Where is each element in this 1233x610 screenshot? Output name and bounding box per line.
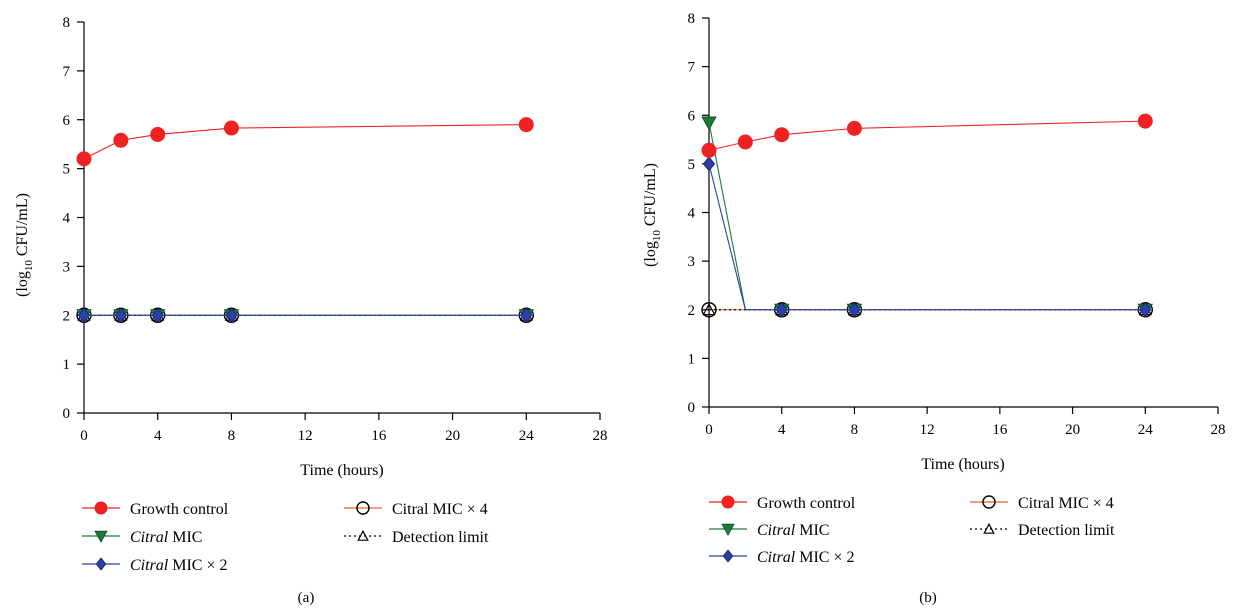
legend-a-citral-mic-x2-label: Citral MIC × 2 — [130, 557, 227, 574]
legend-b-growth-control-marker — [721, 495, 735, 509]
panel-b-growth-control-point — [1137, 113, 1153, 129]
panel-a-y-tick-label: 7 — [63, 64, 71, 80]
panel-a-series-citral-mic — [76, 309, 534, 324]
panel-a-series-growth-control — [76, 117, 534, 167]
panel-b-y-tick-label: 5 — [688, 157, 696, 173]
panel-a-y-tick-label: 0 — [63, 406, 71, 422]
legend-b-citral-mic-x4-label: Citral MIC × 4 — [1018, 495, 1114, 512]
legend-b-citral-mic-x2-marker — [722, 549, 734, 563]
panel-b-growth-control-point — [701, 142, 717, 158]
panel-b-y-tick-label: 6 — [688, 108, 696, 124]
panel-a-growth-control-line — [83, 124, 527, 160]
panel-a-y-tick-label: 8 — [63, 15, 71, 31]
panel-b-y-tick-label: 4 — [688, 206, 696, 222]
panel-a-citral-mic-x2-point — [77, 307, 91, 323]
panel-b-ylabel-subscript: 10 — [651, 230, 663, 242]
legend-b-detection-limit-marker — [983, 522, 995, 534]
panel-a-y-tick-label: 4 — [63, 211, 71, 227]
legend-b-citral-mic-marker — [721, 523, 735, 536]
legend-a-growth-control-marker — [94, 501, 108, 515]
panel-a-x-tick-label: 8 — [228, 428, 236, 444]
legend-b-citral-mic-x4-marker — [982, 495, 996, 509]
panel-b-y-tick-label: 0 — [688, 400, 696, 416]
panel-b-citral-mic-x2-point — [702, 156, 716, 172]
panel-b-growth-control-point — [774, 127, 790, 143]
legend-b-citral-mic-label: Citral MIC — [757, 522, 829, 539]
panel-a-x-tick-label: 4 — [154, 428, 162, 444]
panel-b-citral-mic-point — [701, 116, 717, 131]
panel-a-x-tick-label: 28 — [593, 428, 608, 444]
panel-a-y-tick-label: 6 — [63, 113, 71, 129]
panel-b-x-tick-label: 16 — [992, 422, 1008, 438]
panel-a-citral-mic-x2-point — [225, 307, 238, 323]
panel-b-y-tick-label: 8 — [688, 11, 696, 27]
legend-a-growth-control-label: Growth control — [130, 501, 229, 518]
panel-a-x-tick-label: 0 — [80, 428, 88, 444]
panel-a-citral-mic-x2-point — [114, 307, 127, 323]
panel-a-citral-mic-x2-point — [520, 307, 533, 323]
panel-a-y-tick-label: 1 — [63, 357, 71, 373]
panel-a-x-tick-label: 20 — [445, 428, 460, 444]
panel-b-citral-mic-x2-line — [708, 163, 1146, 311]
panel-b-citral-mic-x2-point — [1139, 302, 1152, 318]
panel-b-series-citral-mic-x2 — [702, 156, 1152, 318]
panel-a-chart: Time (hours) (log10 CFU/mL) (a) 0 4 8 12 16 2… — [14, 15, 608, 606]
panel-b-x-tick-label: 28 — [1211, 422, 1226, 438]
panel-a-legend: Growth control Citral MIC Citral MIC × 2… — [82, 501, 489, 574]
panel-a-x-tick-label: 16 — [371, 428, 387, 444]
panel-a-x-tick-label: 12 — [298, 428, 313, 444]
legend-b-citral-mic-x2-label: Citral MIC × 2 — [757, 549, 854, 566]
panel-b-y-tick-label: 2 — [688, 303, 696, 319]
panel-b-xlabel: Time (hours) — [921, 456, 1004, 473]
panel-a-ylabel-subscript: 10 — [23, 260, 35, 272]
panel-b-series-citral-mic — [701, 116, 1153, 318]
panel-b-y-tick-label: 1 — [688, 351, 696, 367]
legend-a-citral-mic-marker — [94, 530, 108, 543]
panel-a-y-tick-label: 2 — [63, 308, 71, 324]
legend-a-detection-limit-marker — [357, 529, 369, 541]
panel-a-growth-control-point — [113, 132, 129, 148]
panel-a-growth-control-point — [518, 117, 534, 133]
panel-b-citral-mic-x2-point — [775, 302, 788, 318]
panel-b-x-tick-label: 4 — [778, 422, 786, 438]
legend-a-detection-limit-label: Detection limit — [392, 529, 489, 546]
panel-b-x-tick-label: 20 — [1065, 422, 1080, 438]
legend-a-citral-mic-x4-marker — [356, 501, 370, 515]
panel-a-y-tick-label: 5 — [63, 162, 71, 178]
panel-b-citral-mic-x2-point — [848, 302, 861, 318]
panel-a-ylabel: (log10 CFU/mL) — [14, 193, 35, 297]
legend-a-citral-mic-label: Citral MIC — [130, 529, 202, 546]
panel-b-ylabel: (log10 CFU/mL) — [642, 163, 663, 267]
panel-b-detection-limit-point — [702, 302, 716, 316]
panel-b-growth-control-point — [846, 120, 862, 136]
legend-a-citral-mic-x4-label: Citral MIC × 4 — [392, 501, 488, 518]
panel-b-x-tick-label: 0 — [705, 422, 713, 438]
panel-b-legend: Growth control Citral MIC Citral MIC × 2… — [709, 495, 1115, 566]
panel-a-growth-control-point — [223, 120, 239, 136]
panel-a-growth-control-point — [76, 151, 92, 167]
panel-b-chart: Time (hours) (log10 CFU/mL) (b) 0 4 8 12 16 2… — [642, 11, 1226, 606]
panel-a-label: (a) — [298, 590, 315, 606]
legend-b-growth-control-label: Growth control — [757, 495, 856, 512]
panel-a-xlabel: Time (hours) — [300, 462, 383, 479]
panel-a-series-citral-mic-x2 — [77, 307, 533, 323]
panel-a-citral-mic-x2-point — [151, 307, 164, 323]
panel-b-x-tick-label: 8 — [851, 422, 859, 438]
legend-a-citral-mic-x2-marker — [95, 557, 107, 571]
panel-b-label: (b) — [919, 590, 937, 606]
panel-b-x-tick-label: 24 — [1138, 422, 1154, 438]
panel-b-y-tick-label: 7 — [688, 60, 696, 76]
panel-b-x-tick-label: 12 — [920, 422, 935, 438]
panel-b-series-growth-control — [701, 113, 1153, 158]
panel-b-citral-mic-line — [708, 122, 1146, 311]
panel-a-y-tick-label: 3 — [63, 259, 71, 275]
panel-a-growth-control-point — [150, 126, 166, 142]
panel-b-y-tick-label: 3 — [688, 254, 696, 270]
panel-a-x-tick-label: 24 — [519, 428, 535, 444]
panel-b-growth-control-point — [737, 134, 753, 150]
legend-b-detection-limit-label: Detection limit — [1018, 522, 1115, 539]
